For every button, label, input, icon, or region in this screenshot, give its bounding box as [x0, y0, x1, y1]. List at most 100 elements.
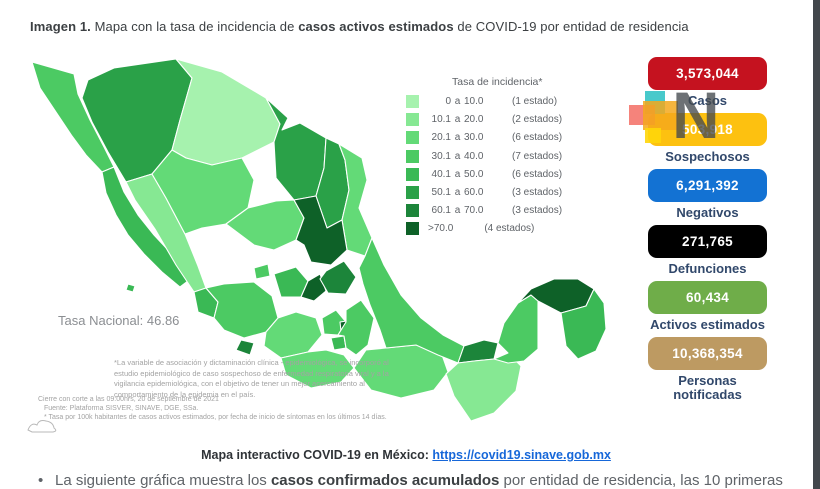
- legend-row: 20.1 a 30.0 (6 estados): [406, 131, 566, 145]
- state-queretaro: [300, 273, 327, 302]
- window-edge-bar: [813, 0, 820, 489]
- stat-value: 10,368,354: [672, 346, 743, 361]
- legend-swatch: [406, 131, 419, 145]
- legend-range-lo: 50.1: [431, 186, 451, 198]
- legend-range-hi: 20.0: [464, 114, 484, 126]
- legend-range-hi: 70.0: [464, 205, 484, 217]
- interactive-map-label: Mapa interactivo COVID-19 en México:: [201, 448, 433, 462]
- legend-swatch: [406, 167, 419, 181]
- legend-title: Tasa de incidencia*: [452, 76, 543, 88]
- legend-swatch: [406, 222, 419, 236]
- stat-label: Negativos: [676, 205, 739, 220]
- map-legend: Tasa de incidencia* 0 a 10.0 (1 estado) 10.1…: [406, 76, 566, 241]
- legend-range-a: a: [454, 186, 461, 198]
- state-jalisco: [205, 281, 279, 339]
- source-footnotes: Cierre con corte a las 09:00hrs, 20 de s…: [38, 396, 387, 423]
- legend-row: 40.1 a 50.0 (6 estados): [406, 167, 566, 181]
- figure-caption: Imagen 1. Mapa con la tasa de incidencia…: [30, 19, 689, 34]
- bullet-glyph: •: [38, 472, 44, 489]
- interactive-map-line: Mapa interactivo COVID-19 en México: htt…: [0, 448, 812, 462]
- footnote-cutoff-date: Cierre con corte a las 09:00hrs, 20 de s…: [38, 396, 219, 403]
- legend-range-lo: >70.0: [428, 223, 454, 235]
- legend-range-lo: 10.1: [431, 114, 451, 126]
- legend-range-hi: 50.0: [464, 168, 484, 180]
- legend-range-a: a: [454, 96, 461, 107]
- footnote-source: Fuente: Plataforma SISVER, SINAVE, DGE, …: [44, 404, 199, 412]
- stat-value: 6,291,392: [676, 178, 739, 193]
- legend-range-a: a: [454, 150, 461, 162]
- state-michoacan: [263, 311, 323, 359]
- legend-rows: 0 a 10.0 (1 estado) 10.1 a 20.0 (2 estados) 20.1…: [406, 95, 566, 236]
- legend-range-hi: 30.0: [464, 132, 484, 144]
- legend-state-count: (4 estados): [484, 223, 535, 235]
- legend-row: 50.1 a 60.0 (3 estados): [406, 185, 566, 199]
- legend-range-lo: 0: [445, 96, 451, 107]
- legend-row: 60.1 a 70.0 (3 estados): [406, 204, 566, 218]
- legend-swatch: [406, 149, 419, 163]
- stat-pill-casos: 3,573,044: [648, 57, 767, 90]
- legend-range-lo: 20.1: [431, 132, 451, 144]
- legend-state-count: (2 estados): [512, 114, 563, 126]
- stat-pill-sospechosos: 503,918: [648, 113, 767, 146]
- legend-range-a: a: [454, 114, 461, 126]
- legend-state-count: (7 estados): [512, 150, 563, 162]
- stat-label: Casos: [687, 93, 728, 108]
- legend-swatch: [406, 185, 419, 199]
- legend-swatch: [406, 204, 419, 218]
- legend-state-count: (6 estados): [512, 168, 563, 180]
- legend-range-a: a: [454, 132, 461, 144]
- legend-range-a: a: [454, 205, 461, 217]
- state-veracruz: [358, 237, 465, 364]
- national-rate-label: Tasa Nacional: 46.86: [58, 313, 180, 328]
- state-colima: [235, 339, 255, 356]
- stats-column: 3,573,044 Casos 503,918 Sospechosos 6,291,39…: [648, 57, 767, 407]
- legend-state-count: (3 estados): [512, 186, 563, 198]
- footnote-rate-definition: * Tasa por 100k habitantes de casos acti…: [44, 413, 387, 421]
- state-morelos: [330, 335, 347, 351]
- legend-row: 30.1 a 40.0 (7 estados): [406, 149, 566, 163]
- figure-caption-number: Imagen 1.: [30, 19, 91, 34]
- stat-pill-defunciones: 271,765: [648, 225, 767, 258]
- state-quintana-roo: [560, 288, 607, 360]
- state-aguascalientes: [253, 263, 271, 280]
- legend-row: 0 a 10.0 (1 estado): [406, 95, 566, 108]
- stat-label: Defunciones: [668, 261, 747, 276]
- legend-state-count: (6 estados): [512, 132, 563, 144]
- legend-range-a: a: [454, 168, 461, 180]
- next-chart-bullet: • La siguiente gráfica muestra los casos …: [38, 472, 783, 489]
- state-puebla: [337, 299, 375, 356]
- legend-state-count: (3 estados): [512, 205, 563, 217]
- stat-label: Sospechosos: [665, 149, 750, 164]
- legend-swatch: [406, 95, 419, 108]
- legend-swatch: [406, 113, 419, 127]
- stat-label: Activos estimados: [650, 317, 765, 332]
- stat-value: 3,573,044: [676, 66, 739, 81]
- state-oaxaca: [353, 344, 449, 399]
- state-islas-marias: [125, 283, 136, 293]
- stat-pill-personas-notificadas: 10,368,354: [648, 337, 767, 370]
- islands-sketch-icon: [27, 420, 57, 433]
- state-san-luis-potosi: [293, 195, 348, 266]
- footnote-asterisk: *La variable de asociación y dictaminaci…: [114, 358, 389, 399]
- legend-range-lo: 40.1: [431, 168, 451, 180]
- state-chiapas: [445, 352, 522, 422]
- state-coahuila: [265, 97, 327, 201]
- state-campeche: [493, 294, 539, 364]
- legend-range-hi: 60.0: [464, 186, 484, 198]
- legend-range-lo: 30.1: [431, 150, 451, 162]
- stat-label: Personas notificadas: [673, 373, 742, 402]
- mexico-choropleth-map: [28, 52, 624, 448]
- legend-range-hi: 10.0: [464, 96, 484, 107]
- stat-pill-activos-estimados: 60,434: [648, 281, 767, 314]
- stat-pill-negativos: 6,291,392: [648, 169, 767, 202]
- stat-value: 271,765: [682, 234, 733, 249]
- legend-state-count: (1 estado): [512, 96, 558, 107]
- legend-row: 10.1 a 20.0 (2 estados): [406, 113, 566, 127]
- legend-range-lo: 60.1: [431, 205, 451, 217]
- stat-value: 60,434: [685, 290, 730, 305]
- state-hidalgo: [319, 260, 357, 295]
- sinave-link[interactable]: https://covid19.sinave.gob.mx: [432, 448, 611, 462]
- legend-row: >70.0 (4 estados): [406, 222, 566, 236]
- legend-range-hi: 40.0: [464, 150, 484, 162]
- stat-value: 503,918: [682, 122, 733, 137]
